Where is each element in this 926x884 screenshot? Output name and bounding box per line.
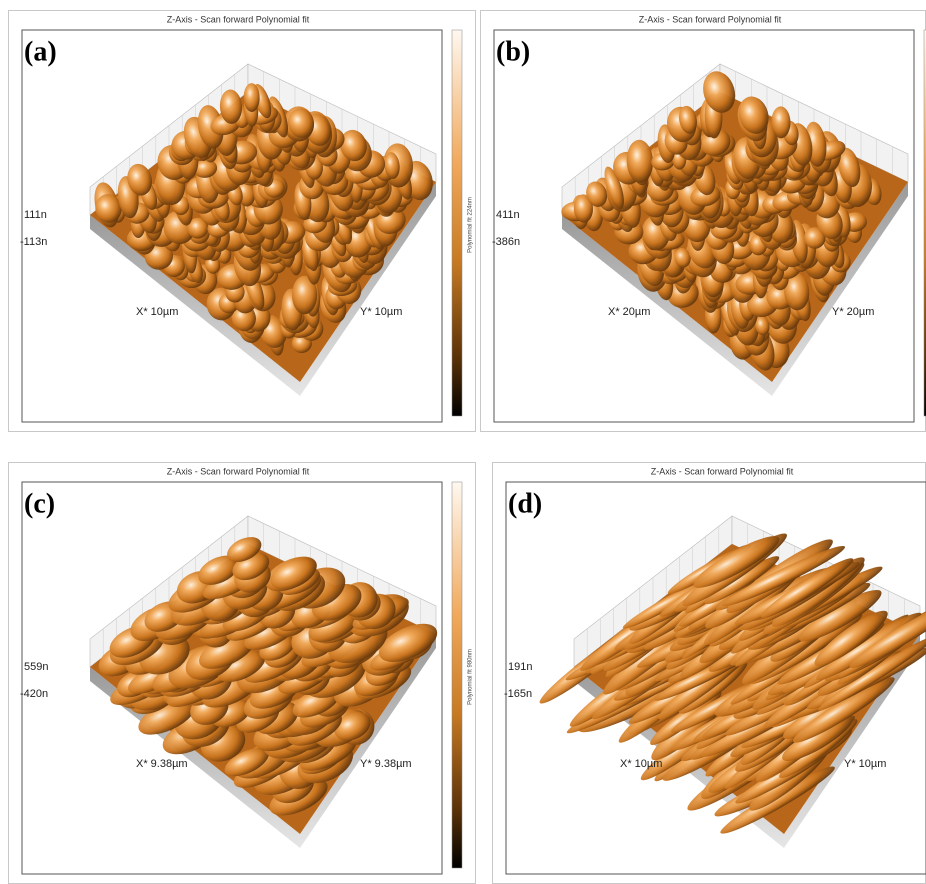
afm-panel: Z-Axis - Scan forward Polynomial fit (d) 1… xyxy=(493,463,926,884)
panel-title: Z-Axis - Scan forward Polynomial fit xyxy=(651,466,794,476)
z-max-label: 191n xyxy=(508,661,532,673)
x-axis-label: X* 20µm xyxy=(608,306,650,318)
afm-panel: Z-Axis - Scan forward Polynomial fit Poly… xyxy=(9,463,476,884)
z-min-label: -165n xyxy=(504,688,532,700)
z-max-label: 559n xyxy=(24,661,48,673)
colorbar-label: Polynomial fit 980nm xyxy=(468,649,474,705)
x-axis-label: X* 10µm xyxy=(136,306,178,318)
z-max-label: 111n xyxy=(24,209,47,221)
z-min-label: -386n xyxy=(492,236,520,248)
afm-panel: Z-Axis - Scan forward Polynomial fit Poly… xyxy=(9,11,476,432)
panel-title: Z-Axis - Scan forward Polynomial fit xyxy=(167,466,310,476)
figure: Z-Axis - Scan forward Polynomial fit Poly… xyxy=(0,0,926,884)
y-axis-label: Y* 20µm xyxy=(832,306,874,318)
x-axis-label: X* 10µm xyxy=(620,758,662,770)
panel-label: (c) xyxy=(24,488,55,519)
afm-panel: Z-Axis - Scan forward Polynomial fit (b) 4… xyxy=(481,11,926,432)
y-axis-label: Y* 10µm xyxy=(844,758,886,770)
z-min-label: -113n xyxy=(20,236,47,248)
y-axis-label: Y* 9.38µm xyxy=(360,758,412,770)
colorbar xyxy=(452,482,462,868)
panel-title: Z-Axis - Scan forward Polynomial fit xyxy=(639,14,782,24)
panel-label: (a) xyxy=(24,36,57,67)
colorbar xyxy=(452,30,462,416)
colorbar-label: Polynomial fit 224nm xyxy=(468,197,474,253)
y-axis-label: Y* 10µm xyxy=(360,306,402,318)
z-min-label: -420n xyxy=(20,688,48,700)
panel-label: (b) xyxy=(496,36,530,67)
x-axis-label: X* 9.38µm xyxy=(136,758,188,770)
panel-label: (d) xyxy=(508,488,542,519)
z-max-label: 411n xyxy=(496,209,520,221)
panel-title: Z-Axis - Scan forward Polynomial fit xyxy=(167,14,310,24)
